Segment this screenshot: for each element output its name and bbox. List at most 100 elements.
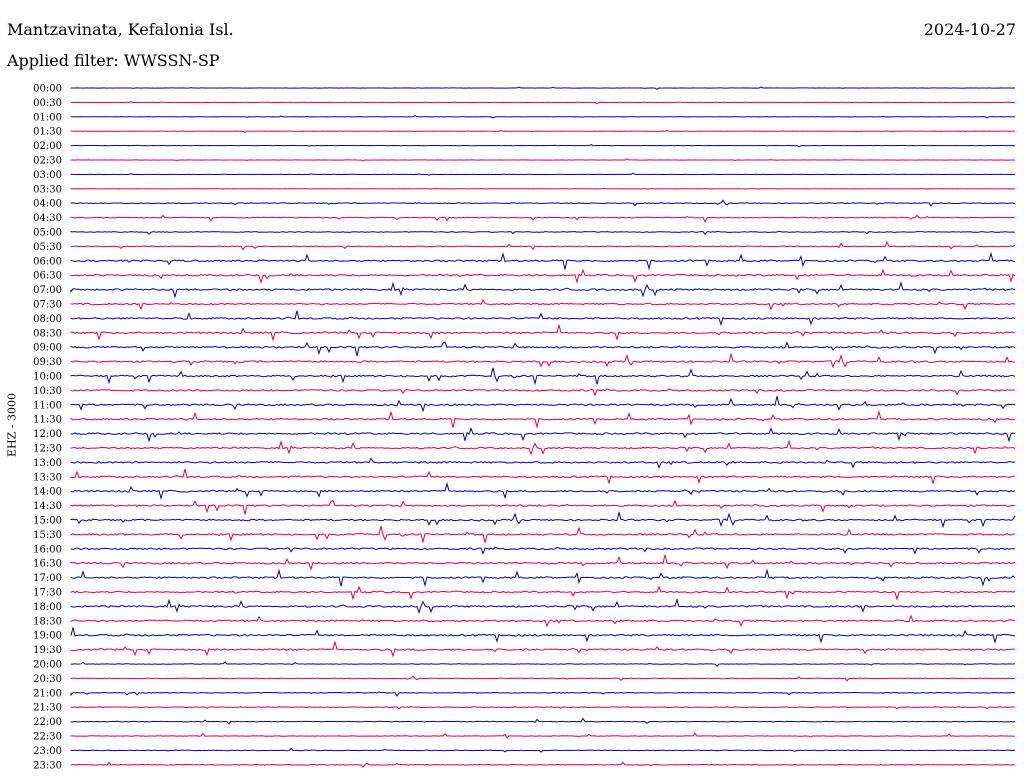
time-label: 02:00: [33, 141, 62, 152]
trace-line: [70, 281, 1016, 299]
time-label: 20:00: [33, 660, 62, 671]
trace-line: [70, 761, 1016, 768]
time-label: 12:00: [33, 429, 62, 440]
time-label: 08:30: [33, 328, 62, 339]
station-title: Mantzavinata, Kefalonia Isl.: [7, 20, 234, 39]
trace-line: [70, 585, 1016, 601]
time-label: 10:30: [33, 386, 62, 397]
trace-line: [70, 439, 1016, 456]
trace-line: [70, 457, 1016, 470]
time-label: 12:30: [33, 444, 62, 455]
trace-line: [70, 640, 1016, 658]
trace-line: [70, 427, 1016, 443]
time-label: 21:30: [33, 703, 62, 714]
trace-line: [70, 86, 1016, 90]
trace-line: [70, 298, 1016, 311]
trace-line: [70, 187, 1016, 190]
trace-line: [70, 499, 1016, 515]
time-label: 11:00: [33, 400, 62, 411]
trace-line: [70, 214, 1016, 223]
trace-line: [70, 675, 1016, 682]
time-label: 01:30: [33, 127, 62, 138]
time-label: 04:00: [33, 199, 62, 210]
filter-label: Applied filter: WWSSN-SP: [7, 51, 220, 70]
time-label: 05:30: [33, 242, 62, 253]
time-label: 22:30: [33, 732, 62, 743]
time-label: 16:30: [33, 559, 62, 570]
trace-line: [70, 525, 1016, 544]
time-label: 11:30: [33, 415, 62, 426]
trace-line: [70, 747, 1016, 753]
trace-line: [70, 614, 1016, 628]
trace-line: [70, 115, 1016, 119]
time-label: 03:30: [33, 184, 62, 195]
time-label: 17:30: [33, 588, 62, 599]
time-label: 06:30: [33, 271, 62, 282]
time-label: 01:00: [33, 112, 62, 123]
time-label: 06:00: [33, 256, 62, 267]
time-label: 18:30: [33, 616, 62, 627]
trace-line: [70, 468, 1016, 486]
time-label: 19:30: [33, 645, 62, 656]
date-label: 2024-10-27: [923, 20, 1016, 39]
trace-line: [70, 230, 1016, 236]
time-label: 00:00: [33, 84, 62, 95]
time-label: 02:30: [33, 156, 62, 167]
time-label: 18:00: [33, 602, 62, 613]
trace-line: [70, 130, 1015, 133]
trace-line: [70, 410, 1016, 429]
time-label: 08:00: [33, 314, 62, 325]
trace-line: [70, 251, 1016, 271]
trace-line: [70, 661, 1016, 667]
trace-line: [70, 101, 1016, 105]
time-label: 23:00: [33, 746, 62, 757]
trace-line: [70, 268, 1016, 285]
time-label: 13:30: [33, 472, 62, 483]
trace-line: [70, 341, 1016, 357]
trace-line: [70, 323, 1016, 342]
trace-line: [70, 310, 1016, 327]
trace-line: [70, 627, 1016, 645]
trace-line: [70, 158, 1016, 162]
trace-line: [70, 691, 1016, 697]
time-label: 20:30: [33, 674, 62, 685]
time-label: 15:30: [33, 530, 62, 541]
time-label: 09:30: [33, 357, 62, 368]
time-label: 04:30: [33, 213, 62, 224]
trace-line: [70, 568, 1016, 588]
time-label: 22:00: [33, 717, 62, 728]
time-label: 03:00: [33, 170, 62, 181]
time-label: 00:30: [33, 98, 62, 109]
time-label: 16:00: [33, 544, 62, 555]
trace-line: [70, 510, 1016, 529]
trace-line: [70, 388, 1016, 397]
time-label: 23:30: [33, 760, 62, 771]
trace-line: [70, 172, 1016, 176]
trace-line: [70, 240, 1016, 251]
trace-line: [70, 352, 1016, 369]
time-label: 07:00: [33, 285, 62, 296]
time-label: 19:00: [33, 631, 62, 642]
time-label: 07:30: [33, 300, 62, 311]
trace-line: [70, 199, 1016, 207]
trace-line: [70, 144, 1016, 148]
time-label: 05:00: [33, 228, 62, 239]
trace-line: [70, 597, 1016, 615]
trace-line: [70, 732, 1016, 739]
trace-line: [70, 706, 1016, 710]
trace-line: [70, 554, 1016, 571]
trace-line: [70, 717, 1016, 725]
time-label: 14:00: [33, 487, 62, 498]
trace-line: [70, 481, 1016, 501]
time-label: 10:00: [33, 372, 62, 383]
time-label: 14:30: [33, 501, 62, 512]
trace-line: [70, 367, 1016, 386]
trace-line: [70, 546, 1016, 555]
time-label: 13:00: [33, 458, 62, 469]
time-label: 17:00: [33, 573, 62, 584]
time-label: 09:00: [33, 343, 62, 354]
trace-line: [70, 396, 1016, 413]
time-label: 21:00: [33, 688, 62, 699]
time-label: 15:00: [33, 516, 62, 527]
